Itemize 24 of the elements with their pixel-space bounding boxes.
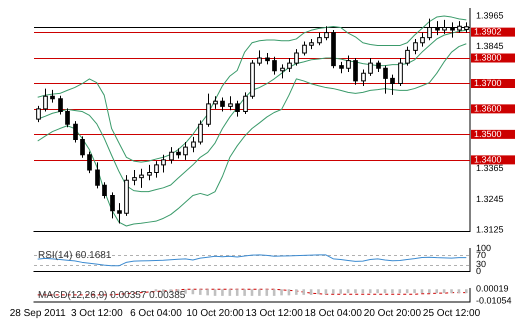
- ref-line-label: 1.3500: [474, 128, 502, 139]
- x-tick-label: 13 Oct 12:00: [246, 308, 304, 319]
- x-tick-label: 18 Oct 04:00: [304, 308, 362, 319]
- y-tick-label: 0: [476, 266, 482, 276]
- y-tick-label: 1.3365: [476, 163, 504, 174]
- ref-line-label: 1.3400: [474, 154, 502, 164]
- y-tick-label: 1.3965: [476, 10, 504, 21]
- x-tick-label: 10 Oct 20:00: [186, 308, 244, 319]
- ref-line-label: 1.3600: [474, 103, 502, 114]
- y-tick-label: 0.00019: [476, 284, 509, 294]
- x-tick-label: 28 Sep 2011: [10, 308, 66, 319]
- ref-line-label: 1.3700: [474, 78, 502, 88]
- chart-title: RSI(14) 60.1681: [38, 250, 112, 262]
- ref-line-label: 1.3902: [474, 26, 502, 37]
- x-tick-label: 3 Oct 12:00: [70, 308, 124, 319]
- ref-line-label: 1.3800: [474, 52, 502, 63]
- chart-title: MACD(12,26,9) 0.00357 0.00385: [38, 290, 186, 302]
- y-tick-label: -0.01054: [476, 295, 512, 306]
- y-tick-label: 1.3245: [476, 194, 504, 204]
- y-tick-label: 1.3125: [476, 224, 504, 234]
- y-tick-label: 1.3845: [476, 41, 504, 52]
- x-tick-label: 20 Oct 20:00: [364, 308, 422, 319]
- x-tick-label: 25 Oct 12:00: [422, 308, 481, 319]
- x-tick-label: 6 Oct 04:00: [130, 308, 182, 319]
